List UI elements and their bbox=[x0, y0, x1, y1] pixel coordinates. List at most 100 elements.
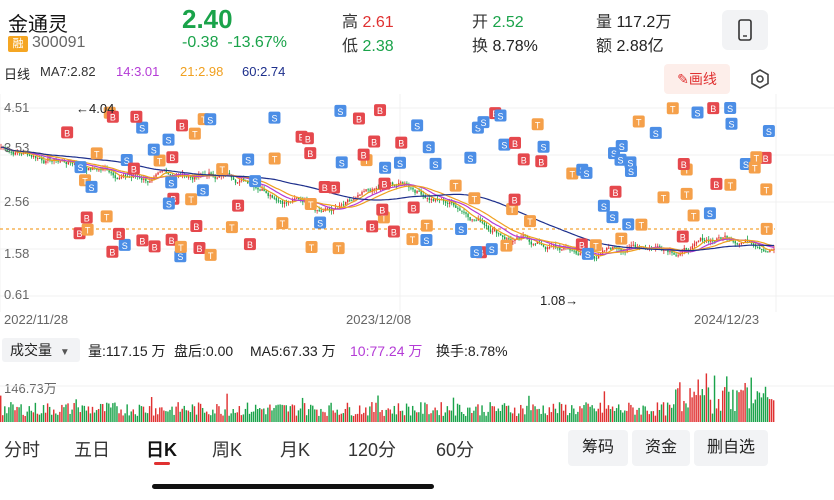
kline-chart[interactable]: TTTTTTTBSBTBSTBTSTBBTBTBSBSBSBBSTSTSSSBS… bbox=[0, 94, 834, 330]
candle-body bbox=[59, 161, 61, 163]
volume-bar bbox=[2, 415, 4, 422]
candle-body bbox=[375, 188, 377, 190]
tab-intraday[interactable]: 分时 bbox=[4, 440, 40, 460]
candle-body bbox=[342, 204, 345, 206]
signal-marker bbox=[420, 219, 433, 232]
volume-bar bbox=[744, 382, 746, 422]
signal-marker bbox=[136, 121, 149, 134]
candle-body bbox=[499, 233, 502, 236]
signal-marker-label: S bbox=[618, 156, 624, 166]
volume-bar bbox=[228, 415, 230, 422]
signal-marker bbox=[130, 110, 143, 123]
volume-bar bbox=[397, 403, 400, 422]
volume-bar bbox=[536, 409, 538, 422]
candle-body bbox=[453, 202, 455, 206]
signal-marker bbox=[614, 153, 627, 166]
volume-bar bbox=[356, 413, 359, 422]
volume-bar bbox=[601, 412, 604, 422]
volume-bar bbox=[124, 413, 126, 422]
tab-120min[interactable]: 120分 bbox=[348, 440, 397, 460]
settings-button[interactable] bbox=[745, 64, 775, 94]
landscape-toggle-button[interactable] bbox=[722, 10, 768, 50]
remove-watchlist-button[interactable]: 删自选 bbox=[694, 430, 768, 466]
candle-body bbox=[238, 180, 241, 183]
candle-body bbox=[754, 245, 757, 247]
volume-bar bbox=[203, 412, 206, 422]
signal-marker-label: B bbox=[356, 114, 362, 124]
candle-body bbox=[667, 249, 669, 253]
signal-marker-label: S bbox=[426, 143, 432, 153]
volume-bar bbox=[703, 395, 706, 422]
candle-body bbox=[165, 170, 167, 174]
volume-bar bbox=[367, 415, 369, 422]
volume-bar bbox=[683, 400, 685, 422]
candle-body bbox=[632, 244, 634, 246]
tab-60min[interactable]: 60分 bbox=[436, 440, 475, 460]
volume-bar bbox=[181, 408, 183, 422]
candle-body bbox=[185, 176, 188, 178]
current-price: 2.40 bbox=[182, 4, 233, 34]
volume-bar bbox=[14, 410, 16, 422]
tab-monthly-k[interactable]: 月K bbox=[280, 440, 311, 460]
volume-bar bbox=[73, 403, 75, 422]
change-value: -0.38 bbox=[182, 34, 219, 51]
draw-line-button[interactable]: ✎画线 bbox=[664, 64, 730, 94]
signal-marker-label: S bbox=[766, 127, 772, 137]
volume-bar bbox=[195, 414, 198, 422]
volume-bar bbox=[373, 411, 375, 422]
date-end: 2024/12/23 bbox=[694, 312, 760, 327]
volume-bar bbox=[106, 402, 108, 422]
candle-body bbox=[595, 258, 598, 260]
volume-bar bbox=[134, 414, 137, 422]
tab-daily-k[interactable]: 日K bbox=[146, 440, 177, 460]
candle-body bbox=[673, 252, 675, 255]
volume-bar bbox=[681, 411, 683, 422]
volume-bar bbox=[640, 414, 642, 422]
signal-marker-label: S bbox=[601, 202, 607, 212]
low-stat: 低 2.38 bbox=[342, 32, 394, 56]
candle-body bbox=[463, 211, 465, 213]
volume-bar bbox=[677, 388, 679, 422]
volume-bar bbox=[522, 408, 524, 422]
candle-body bbox=[773, 248, 775, 250]
volume-bar bbox=[491, 406, 493, 422]
signal-marker bbox=[243, 238, 256, 251]
signal-marker-label: T bbox=[728, 181, 734, 191]
volume-bar bbox=[746, 387, 748, 422]
tab-five-day[interactable]: 五日 bbox=[74, 440, 110, 460]
volume-bar bbox=[50, 414, 53, 422]
tab-weekly-k[interactable]: 周K bbox=[212, 440, 243, 460]
vol-value: 量:117.15 万 bbox=[88, 343, 166, 359]
volume-bar bbox=[220, 413, 222, 422]
signal-marker-label: T bbox=[570, 170, 576, 180]
candle-body bbox=[163, 170, 165, 172]
funds-button[interactable]: 资金 bbox=[632, 430, 690, 466]
candle-body bbox=[718, 237, 720, 239]
volume-bar bbox=[12, 404, 14, 422]
signal-marker bbox=[575, 238, 588, 251]
chips-button[interactable]: 筹码 bbox=[568, 430, 628, 466]
candle-body bbox=[118, 177, 121, 179]
candle-body bbox=[467, 213, 469, 218]
turnover-value: 8.78% bbox=[492, 38, 538, 55]
candle-body bbox=[767, 251, 769, 253]
volume-bar bbox=[301, 397, 304, 422]
signal-marker bbox=[724, 102, 737, 115]
volume-chart[interactable] bbox=[0, 350, 834, 422]
candle-body bbox=[663, 250, 665, 252]
volume-bar bbox=[263, 408, 265, 422]
signal-marker bbox=[368, 135, 381, 148]
signal-marker-label: S bbox=[727, 104, 733, 114]
signal-marker bbox=[100, 210, 113, 223]
candle-body bbox=[575, 250, 577, 254]
signal-marker-label: S bbox=[653, 129, 659, 139]
signal-marker-label: B bbox=[64, 128, 70, 138]
margin-badge: 融 bbox=[8, 36, 28, 52]
volume-bar bbox=[520, 404, 522, 422]
signal-marker-label: B bbox=[235, 202, 241, 212]
volume-bar bbox=[128, 415, 130, 422]
candle-body bbox=[612, 246, 614, 250]
volume-bar bbox=[446, 406, 449, 422]
signal-marker bbox=[147, 143, 160, 156]
indicator-selector[interactable]: 成交量 ▼ bbox=[2, 338, 80, 362]
